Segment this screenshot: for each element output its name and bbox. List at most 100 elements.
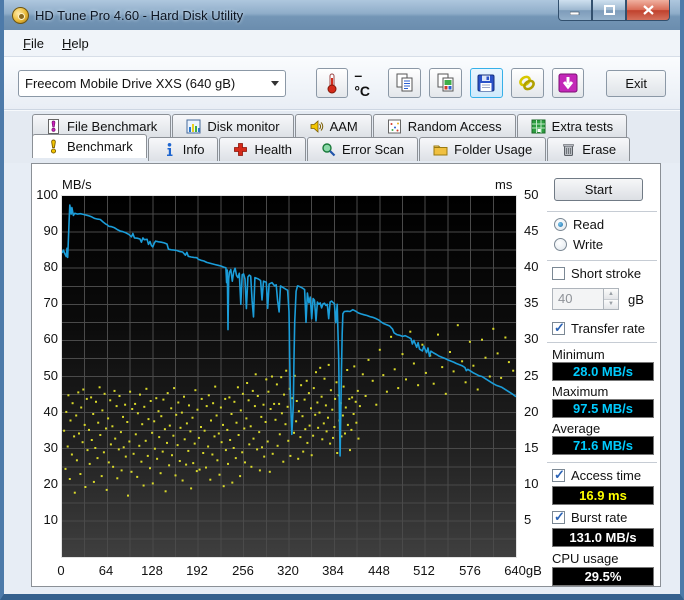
average-label: Average: [552, 421, 601, 436]
extra-tests-icon: [531, 119, 546, 134]
tab-label: Error Scan: [342, 142, 405, 157]
tab-aam[interactable]: AAM: [294, 114, 372, 137]
menu-file[interactable]: File: [23, 35, 44, 51]
minimum-label: Minimum: [552, 347, 605, 362]
y-left-tick: 80: [43, 259, 58, 274]
menu-help[interactable]: Help: [61, 35, 89, 51]
spinner-up-icon[interactable]: ▲: [604, 289, 618, 299]
y-left-tick: 60: [43, 331, 58, 346]
app-icon: [12, 6, 29, 24]
links-button[interactable]: [510, 68, 544, 98]
y-left-tick: 50: [43, 368, 58, 383]
minimize-icon: [570, 11, 580, 15]
maximum-label: Maximum: [552, 384, 609, 399]
tab-folder-usage[interactable]: Folder Usage: [419, 137, 547, 161]
tab-label: File Benchmark: [67, 118, 158, 134]
write-radio[interactable]: Write: [554, 237, 603, 252]
temperature-value: –: [354, 67, 363, 83]
y-right-tick: 5: [524, 512, 532, 527]
thermometer-icon: [327, 73, 337, 94]
tab-label: AAM: [329, 118, 358, 134]
y-right-tick: 15: [524, 440, 539, 455]
spinner-down-icon[interactable]: ▼: [604, 298, 618, 309]
copy-image-button[interactable]: [429, 68, 462, 98]
tab-health[interactable]: Health: [219, 137, 307, 161]
burst-rate-checkbox[interactable]: Burst rate: [552, 509, 628, 525]
toolbar: Freecom Mobile Drive XXS (640 gB) – °C: [4, 57, 680, 110]
temperature-button[interactable]: [315, 68, 349, 98]
tab-benchmark[interactable]: Benchmark: [32, 134, 147, 158]
write-radio-label: Write: [573, 237, 604, 252]
start-button[interactable]: Start: [554, 178, 643, 201]
short-stroke-label: Short stroke: [571, 266, 642, 281]
exit-button[interactable]: Exit: [606, 69, 667, 97]
benchmark-page: MB/s ms 100 90 80 70 60 50 40 30 20 10 50 45 40 35 30 2…: [31, 163, 661, 587]
file-benchmark-icon: [46, 118, 61, 134]
tab-label: Extra tests: [551, 118, 614, 134]
x-tick: 448: [368, 563, 390, 578]
close-button[interactable]: [626, 0, 670, 21]
minimum-value: 28.0 MB/s: [552, 362, 654, 381]
minimize-button[interactable]: [558, 0, 592, 21]
tab-info[interactable]: Info: [147, 137, 219, 161]
radio-unselected-icon: [554, 238, 567, 251]
burst-rate-value: 131.0 MB/s: [552, 528, 654, 547]
chart-canvas: [62, 196, 516, 557]
aam-icon: [309, 119, 324, 134]
short-stroke-size-input[interactable]: 40: [552, 288, 604, 310]
save-screenshot-button[interactable]: [469, 68, 503, 98]
y-left-tick: 70: [43, 295, 58, 310]
short-stroke-checkbox[interactable]: Short stroke: [552, 266, 641, 281]
drive-select-value: Freecom Mobile Drive XXS (640 gB): [25, 75, 236, 91]
x-tick: 320: [277, 563, 299, 578]
tab-error-scan[interactable]: Error Scan: [307, 137, 419, 161]
tab-file-benchmark[interactable]: File Benchmark: [32, 114, 172, 137]
y-left-tick: 90: [43, 223, 58, 238]
x-tick: 128: [141, 563, 163, 578]
tab-erase[interactable]: Erase: [547, 137, 631, 161]
tab-label: Erase: [582, 142, 617, 157]
short-stroke-unit: gB: [628, 291, 644, 307]
tab-random-access[interactable]: Random Access: [372, 114, 516, 137]
x-tick: 640gB: [504, 563, 542, 578]
close-icon: [642, 5, 654, 15]
radio-selected-icon: [554, 218, 567, 231]
titlebar[interactable]: HD Tune Pro 4.60 - Hard Disk Utility: [4, 0, 680, 30]
save-icon: [477, 74, 495, 92]
chevron-down-icon: [270, 80, 279, 86]
maximize-button[interactable]: [592, 0, 626, 21]
download-button[interactable]: [551, 68, 585, 98]
tabstrip: File Benchmark Disk monitor AAM Random Acce…: [4, 110, 680, 163]
tab-label: Folder Usage: [454, 142, 533, 157]
read-radio[interactable]: Read: [554, 217, 604, 232]
copy-text-button[interactable]: [388, 68, 422, 98]
tab-extra-tests[interactable]: Extra tests: [516, 114, 628, 137]
short-stroke-spinner[interactable]: ▲ ▼: [604, 288, 619, 310]
tab-label: Info: [182, 142, 205, 157]
benchmark-chart: [61, 195, 517, 558]
window-title: HD Tune Pro 4.60 - Hard Disk Utility: [35, 7, 244, 23]
tab-label: Random Access: [407, 118, 502, 134]
transfer-rate-label: Transfer rate: [571, 321, 645, 336]
checkbox-checked-icon: [552, 509, 565, 525]
x-tick: 512: [413, 563, 435, 578]
checkbox-checked-icon: [552, 467, 565, 483]
random-access-icon: [387, 119, 402, 134]
access-time-checkbox[interactable]: Access time: [552, 467, 641, 483]
download-icon: [558, 73, 578, 93]
y-left-tick: 30: [43, 440, 58, 455]
x-tick: 256: [232, 563, 254, 578]
health-icon: [233, 142, 248, 157]
drive-select[interactable]: Freecom Mobile Drive XXS (640 gB): [18, 69, 286, 97]
copy-text-icon: [396, 73, 413, 92]
tab-label: Health: [254, 142, 293, 157]
info-icon: [162, 142, 177, 157]
transfer-rate-checkbox[interactable]: Transfer rate: [552, 320, 645, 336]
checkbox-checked-icon: [552, 320, 565, 336]
error-scan-icon: [321, 142, 336, 157]
y-right-tick: 20: [524, 404, 539, 419]
tab-label: Disk monitor: [207, 118, 280, 134]
burst-rate-label: Burst rate: [571, 510, 628, 525]
tab-disk-monitor[interactable]: Disk monitor: [172, 114, 294, 137]
y-right-tick: 35: [524, 295, 539, 310]
